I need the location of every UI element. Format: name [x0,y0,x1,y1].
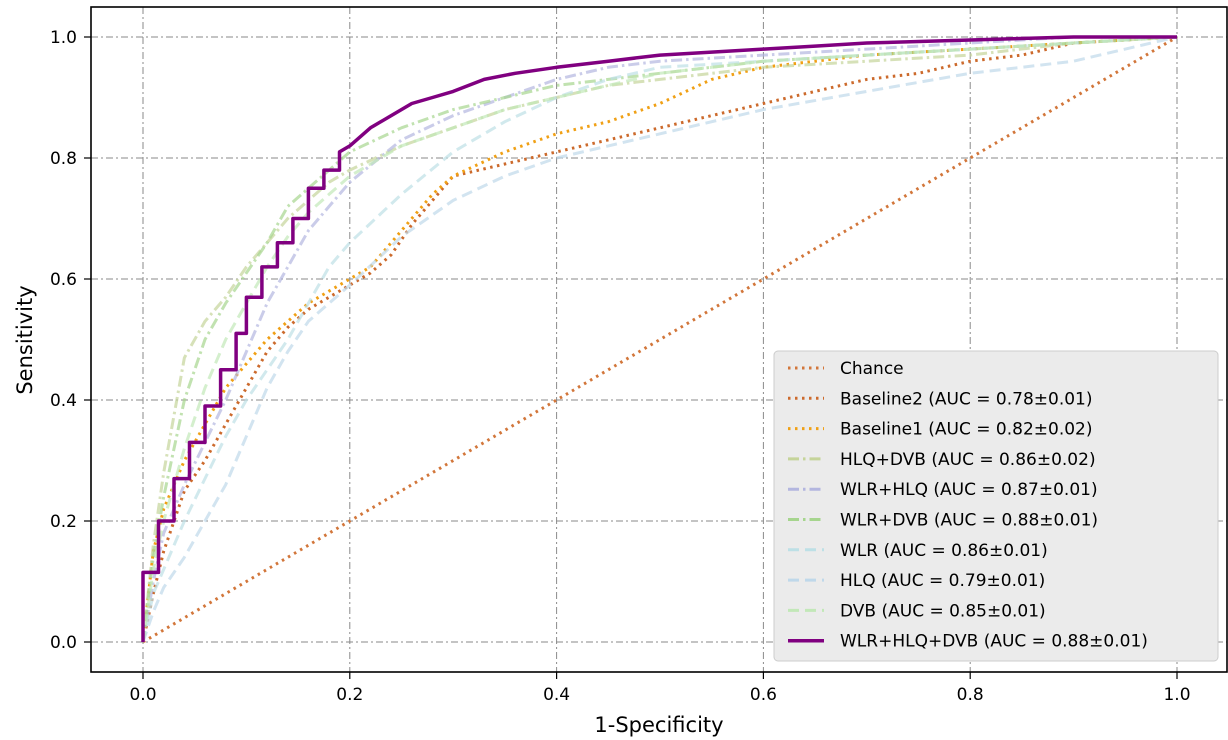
legend-label-0: Chance [840,359,904,379]
legend-box [773,350,1219,662]
legend-label-8: DVB (AUC = 0.85±0.01) [840,601,1046,621]
legend-label-4: WLR+HLQ (AUC = 0.87±0.01) [840,480,1098,500]
x-axis-title: 1-Specificity [594,713,723,737]
series-line-9 [141,35,1177,642]
y-tick-label: 0.4 [50,391,77,411]
x-tick-label: 0.8 [957,685,984,705]
series-line-7 [141,35,1178,643]
legend-label-9: WLR+HLQ+DVB (AUC = 0.88±0.01) [840,632,1148,652]
legend-label-7: HLQ (AUC = 0.79±0.01) [840,571,1045,591]
x-tick-label: 1.0 [1163,685,1190,705]
x-tick-label: 0.2 [336,685,363,705]
axis-ticks: 0.0 0.2 0.4 0.6 0.8 1.0 0.0 0.2 0.4 0.6 0.8 1.0 [50,28,1191,705]
series-lines [141,35,1178,644]
x-tick-label: 0.6 [750,685,777,705]
legend-label-1: Baseline2 (AUC = 0.78±0.01) [840,389,1093,409]
y-tick-label: 0.0 [50,633,77,653]
legend-label-6: WLR (AUC = 0.86±0.01) [840,541,1048,561]
series-line-4 [141,35,1177,643]
y-tick-label: 1.0 [50,28,77,48]
x-tick-label: 0.0 [129,685,156,705]
y-axis-title: Sensitivity [13,285,37,394]
series-line-3 [141,35,1178,643]
series-line-8 [141,35,1178,643]
x-tick-label: 0.4 [543,685,570,705]
y-tick-label: 0.2 [50,512,77,532]
y-tick-label: 0.8 [50,149,77,169]
series-line-5 [141,35,1178,643]
legend-label-3: HLQ+DVB (AUC = 0.86±0.02) [840,450,1096,470]
y-tick-label: 0.6 [50,270,77,290]
plot-area [90,6,1228,673]
legend-label-5: WLR+DVB (AUC = 0.88±0.01) [840,511,1098,531]
legend-label-2: Baseline1 (AUC = 0.82±0.02) [840,420,1093,440]
legend: Chance Baseline2 (AUC = 0.78±0.01) Baselin… [773,350,1219,662]
